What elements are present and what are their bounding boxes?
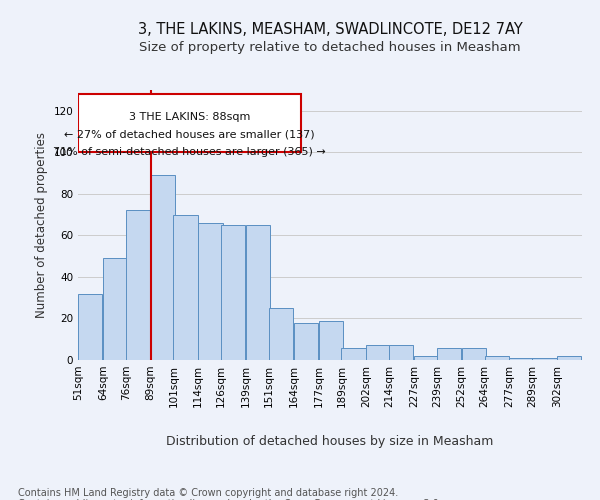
Bar — [269, 308, 293, 360]
Bar — [173, 214, 198, 360]
Bar — [246, 225, 270, 360]
Bar — [366, 346, 391, 360]
Bar — [485, 356, 509, 360]
Bar — [198, 223, 223, 360]
Bar — [126, 210, 150, 360]
Bar — [509, 358, 534, 360]
FancyBboxPatch shape — [78, 94, 301, 152]
Text: Distribution of detached houses by size in Measham: Distribution of detached houses by size … — [166, 435, 494, 448]
Text: Contains HM Land Registry data © Crown copyright and database right 2024.: Contains HM Land Registry data © Crown c… — [18, 488, 398, 498]
Bar — [557, 356, 581, 360]
Text: 3, THE LAKINS, MEASHAM, SWADLINCOTE, DE12 7AY: 3, THE LAKINS, MEASHAM, SWADLINCOTE, DE1… — [137, 22, 523, 38]
Bar — [294, 322, 318, 360]
Bar — [341, 348, 366, 360]
Bar — [462, 348, 486, 360]
Text: Contains public sector information licensed under the Open Government Licence v3: Contains public sector information licen… — [18, 499, 442, 500]
Bar — [151, 175, 175, 360]
Bar — [532, 358, 557, 360]
Bar — [78, 294, 102, 360]
Bar — [437, 348, 461, 360]
Text: 3 THE LAKINS: 88sqm: 3 THE LAKINS: 88sqm — [129, 112, 250, 122]
Bar — [221, 225, 245, 360]
Bar — [414, 356, 438, 360]
Bar — [389, 346, 413, 360]
Text: ← 27% of detached houses are smaller (137): ← 27% of detached houses are smaller (13… — [64, 130, 315, 140]
Text: Size of property relative to detached houses in Measham: Size of property relative to detached ho… — [139, 41, 521, 54]
Text: 71% of semi-detached houses are larger (365) →: 71% of semi-detached houses are larger (… — [53, 147, 326, 157]
Bar — [103, 258, 127, 360]
Bar — [319, 320, 343, 360]
Y-axis label: Number of detached properties: Number of detached properties — [35, 132, 48, 318]
